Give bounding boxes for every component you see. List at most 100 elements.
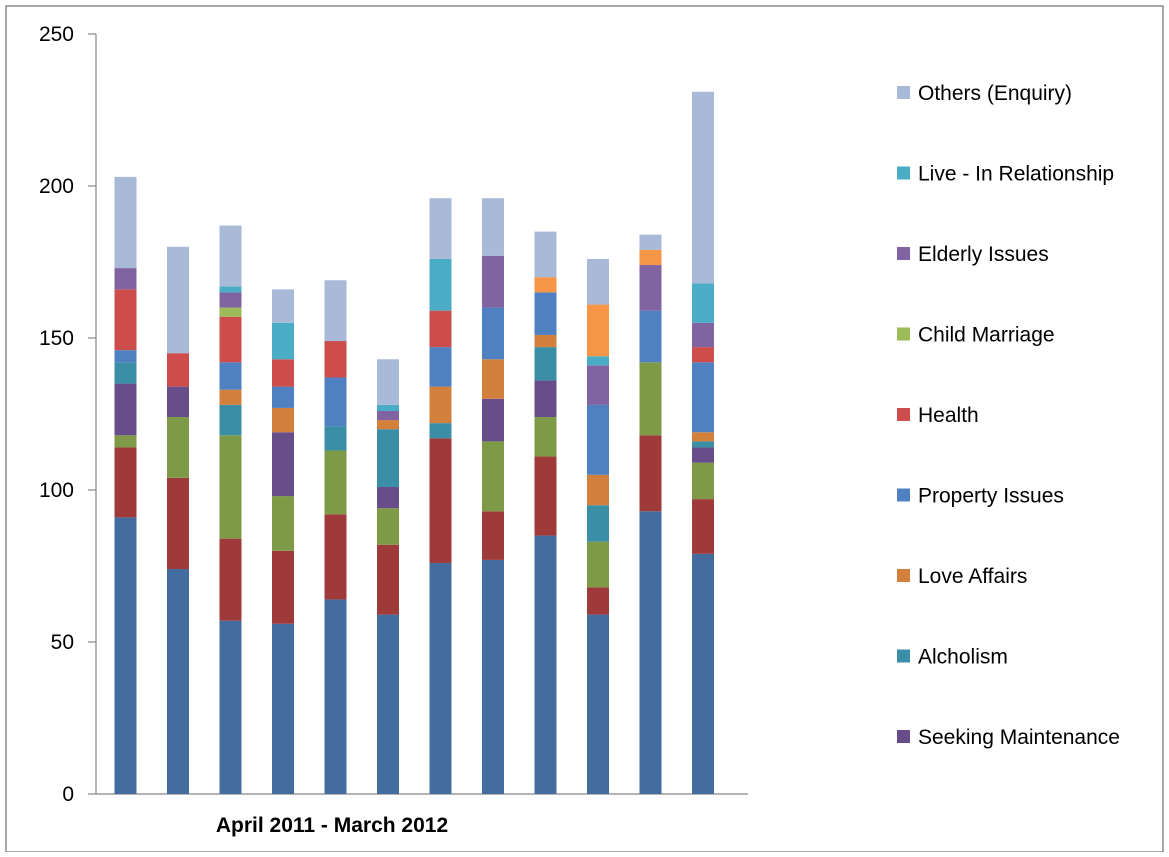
- bar-segment: [377, 429, 399, 487]
- bar-segment: [377, 359, 399, 405]
- bar-segment: [219, 225, 242, 287]
- bar-segment: [429, 310, 452, 348]
- bar-segment: [482, 307, 504, 360]
- bar-segment: [534, 292, 557, 335]
- bar-segment: [114, 517, 137, 794]
- bar-segment: [587, 365, 609, 405]
- bar-segment: [482, 198, 504, 256]
- bar-segment: [272, 359, 294, 387]
- bar-segment: [219, 292, 242, 308]
- bar-segment: [324, 377, 347, 427]
- bar-segment: [639, 511, 662, 794]
- legend-label: Child Marriage: [918, 324, 1055, 347]
- bar-stack: [377, 359, 399, 794]
- bar-segment: [587, 587, 609, 615]
- bar-stack: [219, 225, 242, 794]
- legend-item: Health: [897, 404, 979, 427]
- bar-segment: [272, 407, 294, 433]
- bar-segment: [324, 341, 347, 378]
- bar-stack: [429, 198, 452, 794]
- legend-item: Property Issues: [897, 485, 1064, 508]
- legend-item: Alcholism: [897, 646, 1008, 669]
- bar-segment: [219, 286, 242, 293]
- legend-swatch: [897, 247, 910, 260]
- legend: Others (Enquiry) Live - In Relationship El…: [897, 82, 1120, 749]
- bar-segment: [272, 550, 294, 624]
- legend-swatch: [897, 166, 910, 180]
- bar-segment: [114, 447, 137, 518]
- bar-stack: [324, 280, 347, 794]
- bar-segment: [587, 258, 609, 305]
- bar-segment: [692, 362, 714, 433]
- legend-label: Alcholism: [918, 646, 1008, 669]
- bar-segment: [272, 289, 294, 323]
- bar-segment: [429, 198, 452, 259]
- bar-segment: [587, 614, 609, 794]
- legend-swatch: [897, 327, 910, 341]
- bar-segment: [429, 423, 452, 439]
- bar-segment: [692, 462, 714, 500]
- bar-segment: [587, 304, 609, 357]
- legend-label: Health: [918, 404, 979, 427]
- bar-segment: [114, 289, 137, 351]
- bar-segment: [692, 447, 714, 463]
- bar-segment: [692, 347, 714, 363]
- bar-segment: [692, 432, 714, 442]
- bar-segment: [692, 283, 714, 323]
- bar-stack: [272, 289, 294, 794]
- bar-segment: [587, 404, 609, 475]
- legend-swatch: [897, 488, 910, 502]
- bar-segment: [114, 383, 137, 436]
- bar-segment: [167, 246, 189, 354]
- legend-item: Others (Enquiry): [897, 82, 1072, 105]
- bar-segment: [587, 505, 609, 542]
- legend-swatch: [897, 408, 910, 421]
- y-tick-label: 200: [39, 175, 74, 198]
- bar-segment: [219, 620, 242, 794]
- legend-swatch: [897, 649, 910, 663]
- bars-group: [114, 91, 714, 794]
- bar-segment: [587, 356, 609, 366]
- bar-segment: [482, 255, 504, 308]
- legend-swatch: [897, 730, 910, 743]
- legend-label: Love Affairs: [918, 565, 1027, 588]
- bar-segment: [377, 420, 399, 430]
- bar-segment: [167, 353, 189, 387]
- bar-segment: [534, 334, 557, 348]
- bar-segment: [167, 569, 189, 794]
- legend-label: Live - In Relationship: [918, 163, 1114, 186]
- bar-segment: [482, 559, 504, 794]
- bar-segment: [587, 474, 609, 506]
- bar-segment: [219, 435, 242, 539]
- bar-stack: [114, 176, 137, 794]
- bar-segment: [429, 386, 452, 424]
- bar-segment: [639, 234, 662, 250]
- y-tick-label: 0: [62, 783, 74, 806]
- bar-segment: [534, 456, 557, 536]
- legend-item: Elderly Issues: [897, 243, 1049, 266]
- legend-item: Love Affairs: [897, 565, 1027, 588]
- bar-segment: [219, 307, 242, 317]
- legend-label: Others (Enquiry): [918, 82, 1072, 105]
- bar-stack: [692, 91, 714, 794]
- bar-segment: [272, 623, 294, 794]
- y-tick-label: 150: [39, 327, 74, 350]
- bar-segment: [272, 386, 294, 408]
- y-tick-label: 50: [51, 631, 74, 654]
- bar-stack: [639, 234, 662, 794]
- bar-segment: [377, 544, 399, 615]
- bar-segment: [692, 553, 714, 794]
- legend-swatch: [897, 569, 910, 582]
- bar-segment: [692, 441, 714, 448]
- bar-segment: [377, 410, 399, 421]
- bar-segment: [534, 535, 557, 794]
- bar-stack: [587, 258, 609, 794]
- legend-label: Seeking Maintenance: [918, 726, 1120, 749]
- bar-segment: [534, 380, 557, 418]
- bar-segment: [377, 508, 399, 545]
- bar-segment: [114, 362, 137, 384]
- bar-segment: [692, 322, 714, 348]
- bar-segment: [534, 347, 557, 381]
